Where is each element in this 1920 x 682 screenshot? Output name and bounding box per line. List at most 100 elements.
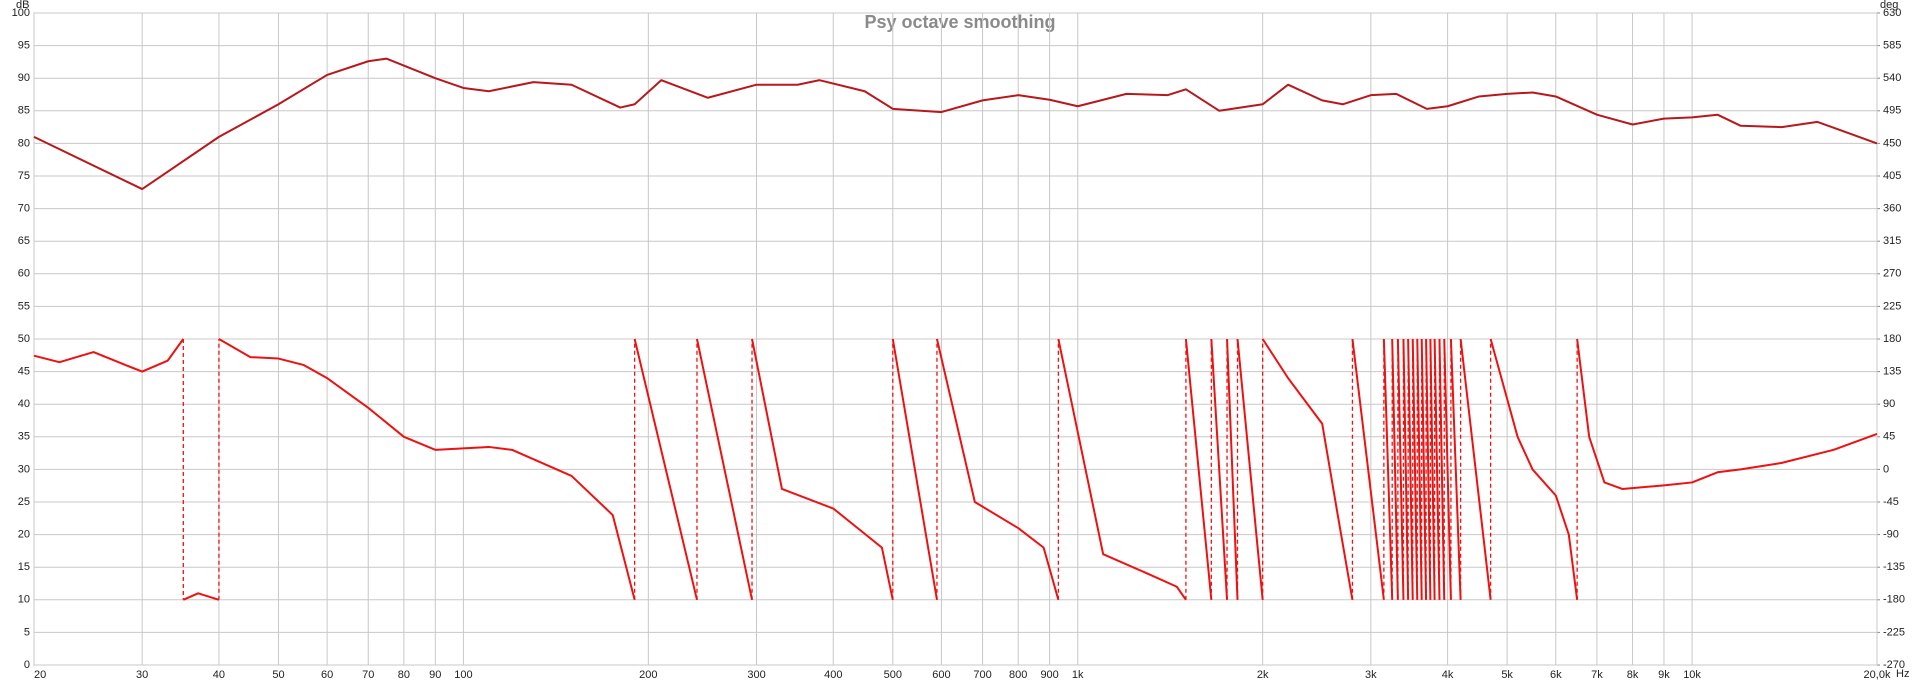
x-tick-label: 20: [34, 669, 46, 681]
series-line: [1210, 338, 1229, 600]
y-tick-label: 65: [18, 235, 30, 247]
series-line: [182, 592, 220, 601]
y-tick-label: 90: [18, 72, 30, 84]
y2-tick-label: 135: [1883, 366, 1901, 378]
y-tick-label: 0: [24, 659, 30, 671]
series-line: [1416, 338, 1423, 600]
y-axis-label: dB: [16, 0, 29, 11]
series-line: [1489, 338, 1579, 600]
y-tick-label: 30: [18, 463, 30, 475]
x-tick-label: 40: [213, 669, 225, 681]
y-tick-label: 40: [18, 398, 30, 410]
y2-tick-label: -225: [1883, 626, 1905, 638]
x-tick-label: 60: [321, 669, 333, 681]
x-tick-label: 6k: [1550, 669, 1562, 681]
series-line: [1396, 338, 1405, 600]
series-line: [935, 338, 1060, 601]
x-tick-label: 30: [136, 669, 148, 681]
y2-tick-label: -90: [1883, 529, 1899, 541]
series-line: [1382, 338, 1394, 600]
series-line: [1449, 338, 1462, 600]
series-line: [1261, 338, 1354, 600]
y-tick-label: 85: [18, 105, 30, 117]
y-tick-label: 20: [18, 529, 30, 541]
series-line: [751, 338, 894, 601]
series-line: [1438, 338, 1446, 600]
x-tick-label: 7k: [1591, 669, 1603, 681]
y2-tick-label: -135: [1883, 561, 1905, 573]
series-line: [891, 338, 938, 600]
y2-tick-label: 90: [1883, 398, 1895, 410]
x-tick-label: 500: [884, 669, 902, 681]
y-tick-label: 95: [18, 40, 30, 52]
y2-tick-label: -45: [1883, 496, 1899, 508]
x-tick-label: 200: [639, 669, 657, 681]
y2-tick-label: 405: [1883, 170, 1901, 182]
series-line: [1184, 338, 1213, 600]
series-line: [1402, 338, 1410, 600]
y-tick-label: 10: [18, 594, 30, 606]
series-line: [696, 338, 754, 601]
series-line: [1411, 338, 1419, 600]
y-tick-label: 80: [18, 137, 30, 149]
x-axis-label: Hz: [1896, 668, 1909, 680]
x-tick-label: 600: [932, 669, 950, 681]
series-line: [1407, 338, 1414, 600]
y2-tick-label: -270: [1883, 659, 1905, 671]
y2-tick-label: 270: [1883, 268, 1901, 280]
x-tick-label: 3k: [1365, 669, 1377, 681]
y2-tick-label: 495: [1883, 105, 1901, 117]
series-line: [1433, 338, 1441, 600]
x-tick-label: 9k: [1658, 669, 1670, 681]
x-tick-label: 400: [824, 669, 842, 681]
x-tick-label: 90: [429, 669, 441, 681]
x-tick-label: 4k: [1442, 669, 1454, 681]
x-tick-label: 100: [454, 669, 472, 681]
series-line: [633, 338, 698, 601]
y2-tick-label: -180: [1883, 594, 1905, 606]
series-line: [1429, 338, 1436, 600]
x-tick-label: 10k: [1683, 669, 1701, 681]
x-tick-label: 700: [973, 669, 991, 681]
y-tick-label: 15: [18, 561, 30, 573]
y-tick-label: 60: [18, 268, 30, 280]
y-tick-label: 75: [18, 170, 30, 182]
y2-tick-label: 630: [1883, 7, 1901, 19]
y2-axis-label: deg: [1880, 0, 1898, 11]
y2-tick-label: 0: [1883, 463, 1889, 475]
chart-title: Psy octave smoothing: [864, 12, 1055, 32]
y-tick-label: 45: [18, 366, 30, 378]
x-tick-label: 300: [747, 669, 765, 681]
series-line: [1236, 338, 1264, 600]
y2-tick-label: 45: [1883, 431, 1895, 443]
series-line: [33, 57, 1878, 191]
series-line: [1425, 338, 1432, 600]
x-tick-label: 5k: [1501, 669, 1513, 681]
x-tick-label: 1k: [1072, 669, 1084, 681]
y2-tick-label: 585: [1883, 40, 1901, 52]
x-tick-label: 70: [362, 669, 374, 681]
y-tick-label: 35: [18, 431, 30, 443]
series-line: [1420, 338, 1428, 600]
series-line: [1057, 338, 1187, 601]
series-line: [1459, 338, 1492, 600]
y-tick-label: 70: [18, 203, 30, 215]
x-tick-label: 8k: [1627, 669, 1639, 681]
y2-tick-label: 315: [1883, 235, 1901, 247]
y-tick-label: 100: [12, 7, 30, 19]
y-tick-label: 55: [18, 300, 30, 312]
y-tick-label: 25: [18, 496, 30, 508]
series-line: [33, 338, 185, 373]
x-tick-label: 20,0k: [1864, 669, 1891, 681]
series-line: [1443, 338, 1452, 600]
series-line: [1391, 338, 1399, 600]
series-line: [1576, 338, 1878, 490]
y2-tick-label: 450: [1883, 137, 1901, 149]
series-line: [218, 338, 636, 601]
y2-tick-label: 225: [1883, 300, 1901, 312]
x-tick-label: 50: [272, 669, 284, 681]
y2-tick-label: 180: [1883, 333, 1901, 345]
series-line: [1226, 338, 1239, 600]
